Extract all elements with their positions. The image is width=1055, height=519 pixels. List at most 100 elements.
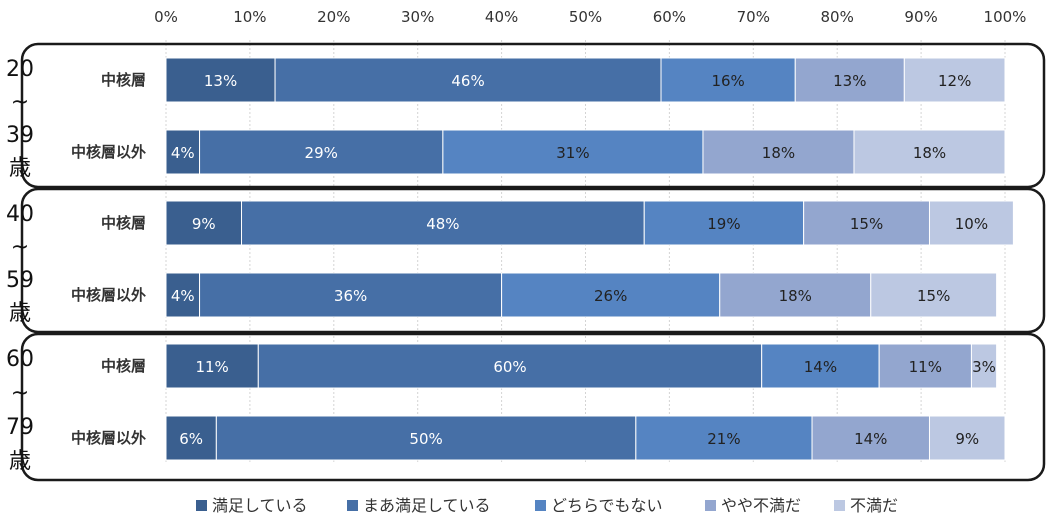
bar-value-label: 12%: [938, 72, 971, 90]
age-group-label-char: ~: [11, 235, 29, 260]
legend-swatch: [347, 500, 358, 511]
bar-segment: [878, 343, 972, 389]
age-group-label-char: ~: [11, 90, 29, 115]
bar-value-label: 14%: [804, 358, 837, 376]
age-group-label-char: 40: [6, 202, 34, 227]
age-group-label-char: 歳: [9, 301, 31, 326]
age-group-frame: [20, 42, 1046, 189]
bar-segment: [702, 129, 855, 175]
bar-value-label: 29%: [305, 144, 338, 162]
age-group-label-char: 歳: [9, 156, 31, 181]
legend-label: まあ満足している: [363, 496, 491, 515]
bar-value-label: 60%: [493, 358, 526, 376]
legend-label: やや不満だ: [721, 496, 801, 515]
bar-segment: [811, 415, 930, 461]
x-tick-label: 70%: [737, 8, 770, 26]
bar-segment: [660, 57, 796, 103]
x-tick-label: 40%: [485, 8, 518, 26]
bar-value-label: 46%: [451, 72, 484, 90]
grid-lines: [165, 40, 1006, 462]
legend-swatch: [705, 500, 716, 511]
x-tick-label: 0%: [154, 8, 178, 26]
age-group-label-char: 79: [6, 415, 34, 440]
legend-swatch: [834, 500, 845, 511]
bar-value-label: 11%: [195, 358, 228, 376]
bar-value-label: 10%: [955, 215, 988, 233]
bar-segment: [165, 343, 259, 389]
bar-segment: [165, 57, 276, 103]
bar-segment: [970, 343, 998, 389]
bar-segment: [928, 415, 1006, 461]
bar-segment: [165, 200, 243, 246]
bar-value-label: 18%: [762, 144, 795, 162]
bar-segment: [928, 200, 1014, 246]
x-tick-label: 50%: [569, 8, 602, 26]
bar-value-label: 3%: [972, 358, 996, 376]
bar-value-label: 13%: [204, 72, 237, 90]
row-label: 中核層以外: [71, 286, 146, 304]
bar-segment: [719, 272, 872, 318]
bar-segment: [241, 200, 645, 246]
legend-label: どちらでもない: [551, 496, 663, 515]
x-tick-label: 60%: [653, 8, 686, 26]
row-label: 中核層: [101, 71, 146, 89]
bar-value-label: 21%: [707, 430, 740, 448]
bar-segment: [165, 129, 201, 175]
age-group-label-char: 59: [6, 268, 34, 293]
x-tick-label: 10%: [233, 8, 266, 26]
x-tick-label: 20%: [317, 8, 350, 26]
bar-value-label: 18%: [913, 144, 946, 162]
bar-value-label: 16%: [711, 72, 744, 90]
bars: 13% 46% 16% 13% 12% 4% 29% 31% 18% 18% 9% 48% 19% 15%…: [165, 57, 1014, 461]
bar-segment: [257, 343, 763, 389]
bar-value-label: 31%: [556, 144, 589, 162]
age-group-frame: [20, 187, 1046, 334]
row-label: 中核層: [101, 214, 146, 232]
age-groups: 20~39歳中核層中核層以外40~59歳中核層中核層以外60~79歳中核層中核層…: [6, 42, 1046, 482]
bar-segment: [643, 200, 805, 246]
bar-segment: [215, 415, 637, 461]
row-label: 中核層以外: [71, 429, 146, 447]
age-group-label-char: 39: [6, 123, 34, 148]
legend-label: 不満だ: [850, 496, 898, 515]
bar-value-label: 6%: [179, 430, 203, 448]
legend-label: 満足している: [212, 496, 308, 515]
legend-swatch: [535, 500, 546, 511]
bar-segment: [803, 200, 930, 246]
row-label: 中核層: [101, 357, 146, 375]
bar-segment: [870, 272, 998, 318]
bar-value-label: 4%: [171, 144, 195, 162]
bar-value-label: 26%: [594, 287, 627, 305]
bar-segment: [274, 57, 662, 103]
bar-value-label: 15%: [850, 215, 883, 233]
x-tick-label: 90%: [904, 8, 937, 26]
age-group-frame: [20, 332, 1046, 482]
bar-value-label: 19%: [707, 215, 740, 233]
bar-value-label: 48%: [426, 215, 459, 233]
bar-segment: [165, 415, 217, 461]
x-tick-label: 80%: [821, 8, 854, 26]
bar-value-label: 11%: [909, 358, 942, 376]
age-group-label-char: 60: [6, 347, 34, 372]
bar-value-label: 15%: [917, 287, 950, 305]
x-tick-label: 30%: [401, 8, 434, 26]
bar-segment: [794, 57, 905, 103]
bar-value-label: 14%: [854, 430, 887, 448]
age-group-label-char: 歳: [9, 449, 31, 474]
bar-value-label: 36%: [334, 287, 367, 305]
x-axis-ticks: 0% 10% 20% 30% 40% 50% 60% 70% 80% 90% 100%: [154, 8, 1026, 26]
bar-value-label: 9%: [192, 215, 216, 233]
age-group-label-char: ~: [11, 381, 29, 406]
age-group-label-char: 20: [6, 57, 34, 82]
bar-value-label: 50%: [409, 430, 442, 448]
bar-value-label: 18%: [779, 287, 812, 305]
bar-value-label: 9%: [955, 430, 979, 448]
bar-segment: [635, 415, 813, 461]
x-tick-label: 100%: [984, 8, 1027, 26]
bar-segment: [903, 57, 1006, 103]
bar-segment: [501, 272, 721, 318]
bar-segment: [853, 129, 1006, 175]
bar-value-label: 13%: [833, 72, 866, 90]
legend: 満足している まあ満足している どちらでもない やや不満だ 不満だ: [196, 496, 898, 515]
